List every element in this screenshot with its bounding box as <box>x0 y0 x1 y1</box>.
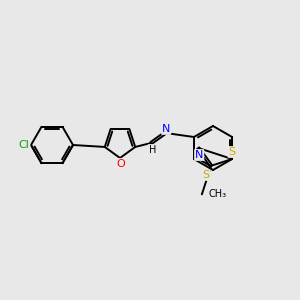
Text: CH₃: CH₃ <box>209 189 227 199</box>
Text: S: S <box>202 170 210 180</box>
Text: O: O <box>117 159 125 169</box>
Text: Cl: Cl <box>19 140 29 150</box>
Text: N: N <box>195 150 203 160</box>
Text: N: N <box>162 124 170 134</box>
Text: S: S <box>229 147 236 157</box>
Text: H: H <box>148 145 156 155</box>
